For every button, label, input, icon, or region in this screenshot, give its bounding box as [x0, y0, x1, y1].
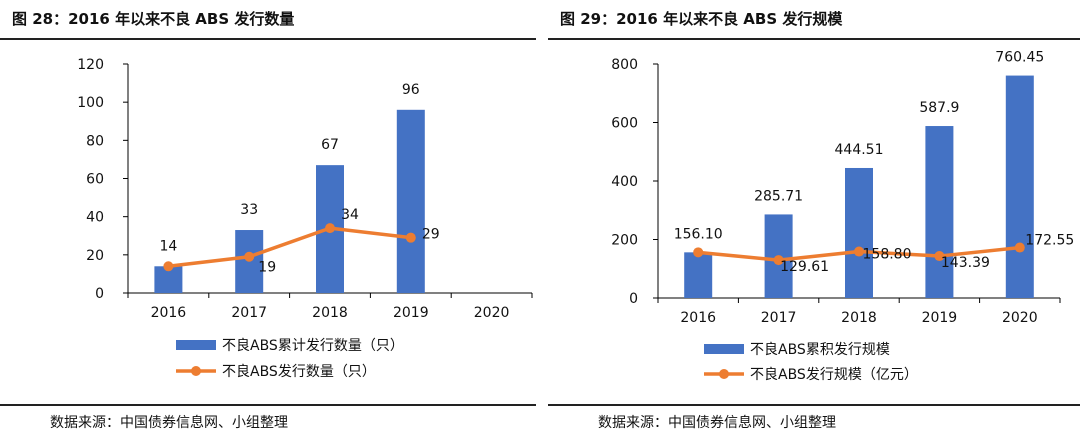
chart-title: 图 28：2016 年以来不良 ABS 发行数量: [12, 10, 295, 28]
line-point: [1014, 242, 1025, 253]
y-tick-label: 600: [611, 116, 638, 132]
y-tick-label: 120: [77, 57, 104, 73]
bar-data-label: 14: [159, 238, 177, 254]
bar-data-label: 67: [321, 137, 339, 153]
y-tick-label: 0: [629, 291, 638, 307]
title-rule: [548, 38, 1080, 40]
bar-data-label: 96: [402, 82, 420, 98]
y-tick-label: 800: [611, 57, 638, 73]
x-tick-label: 2016: [151, 305, 187, 321]
source-note: 数据来源：中国债券信息网、小组整理: [598, 415, 836, 431]
chart-right: 0 200 400 600 800 2016 2017 2018 2019 2020 156.10 2…: [611, 50, 1074, 383]
line-data-label: 129.61: [780, 259, 829, 275]
legend-swatch-marker: [719, 369, 729, 379]
source-rule: [0, 404, 536, 406]
x-tick-label: 2019: [922, 310, 958, 326]
bar-data-label: 444.51: [835, 142, 884, 158]
bar: [845, 167, 873, 298]
y-tick-label: 0: [95, 286, 104, 302]
chart-panel-right: 图 29：2016 年以来不良 ABS 发行规模 0 200 400 600 800 20…: [548, 0, 1080, 442]
x-tick-label: 2017: [761, 310, 797, 326]
bar: [396, 109, 425, 293]
bar-data-label: 587.9: [919, 100, 959, 116]
line-data-label: 34: [341, 207, 359, 223]
chart-left: 0 20 40 60 80 100 120 2016 2017 2018 2019 2020 14 33 6…: [77, 57, 533, 380]
line-point: [163, 261, 174, 272]
chart-title: 图 29：2016 年以来不良 ABS 发行规模: [560, 10, 843, 28]
y-tick-label: 200: [611, 233, 638, 249]
source-note: 数据来源：中国债券信息网、小组整理: [50, 415, 288, 431]
y-tick-label: 80: [86, 133, 104, 149]
y-tick-label: 60: [86, 172, 104, 188]
bar-data-label: 156.10: [674, 226, 723, 242]
line-point: [773, 255, 784, 266]
x-tick-label: 2018: [841, 310, 877, 326]
legend-label: 不良ABS累计发行数量（只）: [222, 338, 404, 354]
x-tick-label: 2020: [1002, 310, 1038, 326]
line-data-label: 172.55: [1025, 233, 1074, 249]
line-data-label: 158.80: [863, 247, 912, 263]
x-tick-label: 2020: [474, 305, 510, 321]
line-point: [854, 246, 864, 257]
legend-label: 不良ABS累积发行规模: [750, 342, 890, 358]
series-line: [168, 226, 412, 269]
line-data-label: 29: [422, 227, 440, 243]
bar-data-label: 33: [240, 202, 258, 218]
y-tick-label: 400: [611, 174, 638, 190]
line-data-label: 143.39: [941, 255, 990, 271]
bar-data-label: 760.45: [995, 50, 1044, 66]
y-tick-label: 40: [86, 210, 104, 226]
line-point: [325, 223, 335, 234]
legend-swatch-bar: [176, 340, 216, 350]
x-tick-label: 2017: [231, 305, 267, 321]
line-data-label: 19: [258, 260, 276, 276]
y-tick-label: 100: [77, 95, 104, 111]
title-rule: [0, 38, 536, 40]
legend-label: 不良ABS发行数量（只）: [222, 364, 376, 380]
line-point: [693, 247, 704, 258]
legend-swatch-marker: [191, 366, 201, 376]
legend-swatch-bar: [704, 344, 744, 354]
line-point: [405, 232, 416, 243]
legend-label: 不良ABS发行规模（亿元）: [750, 367, 918, 383]
chart-panel-left: 图 28：2016 年以来不良 ABS 发行数量 0 20 40 60 80 100 120…: [0, 0, 536, 442]
line-point: [244, 251, 255, 262]
x-tick-label: 2019: [393, 305, 429, 321]
bar: [925, 126, 954, 299]
y-tick-label: 20: [86, 248, 104, 264]
bar: [684, 252, 713, 298]
source-rule: [548, 404, 1080, 406]
bar-data-label: 285.71: [754, 188, 803, 204]
line-point: [934, 251, 945, 262]
bar: [1005, 75, 1034, 298]
x-tick-label: 2018: [312, 305, 348, 321]
x-tick-label: 2016: [680, 310, 716, 326]
